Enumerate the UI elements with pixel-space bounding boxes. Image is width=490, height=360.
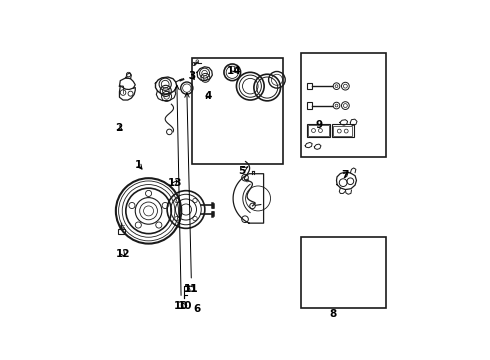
- Text: 10: 10: [174, 85, 189, 311]
- Bar: [333, 126, 352, 136]
- Text: 10: 10: [177, 301, 192, 311]
- Bar: [301, 53, 386, 157]
- Text: 2: 2: [115, 123, 122, 133]
- Bar: [301, 237, 386, 308]
- Text: 11: 11: [184, 284, 199, 293]
- Bar: [307, 102, 312, 109]
- Text: 13: 13: [168, 178, 182, 188]
- Text: 3: 3: [188, 72, 195, 81]
- Bar: [307, 83, 312, 90]
- Text: 9: 9: [316, 120, 322, 130]
- Text: 4: 4: [204, 91, 212, 101]
- Text: 14: 14: [227, 66, 242, 76]
- Text: 12: 12: [116, 249, 130, 259]
- Bar: [192, 58, 283, 164]
- Bar: [332, 124, 354, 138]
- Text: 1: 1: [135, 160, 143, 170]
- Text: 6: 6: [194, 304, 201, 314]
- Text: 8: 8: [329, 309, 337, 319]
- Bar: [118, 229, 125, 234]
- Text: 7: 7: [342, 170, 349, 180]
- Bar: [307, 123, 330, 138]
- Text: 11: 11: [184, 93, 199, 293]
- Text: 5: 5: [238, 166, 248, 176]
- Bar: [308, 125, 329, 136]
